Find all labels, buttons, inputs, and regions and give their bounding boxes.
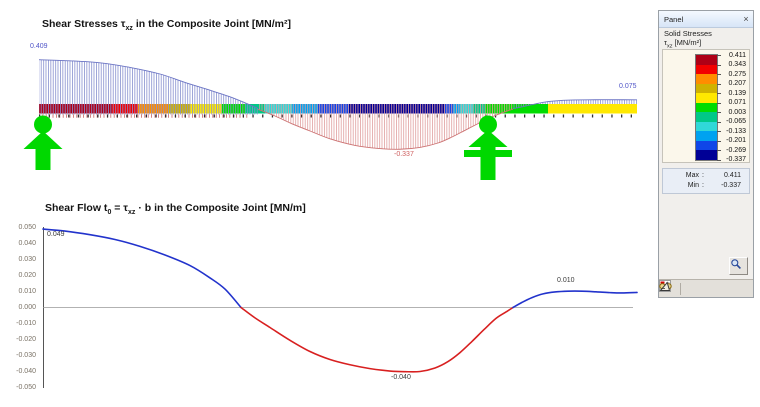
bottom-chart-title: Shear Flow t0 = τxz · b in the Composite… bbox=[45, 202, 306, 217]
legend-tick bbox=[717, 159, 721, 161]
legend-value: 0.139 bbox=[728, 89, 746, 97]
result-unit-label: τxz [MN/m²] bbox=[664, 38, 702, 50]
legend-tick bbox=[717, 121, 721, 123]
blue-hatch-region bbox=[513, 99, 637, 109]
y-axis-tick-label: -0.050 bbox=[16, 383, 36, 391]
legend-color-band bbox=[696, 64, 717, 74]
joint-stress-band bbox=[548, 104, 637, 114]
y-axis-tick-label: 0.030 bbox=[18, 255, 36, 263]
max-row: Max:0.411 bbox=[685, 172, 741, 179]
legend-value: 0.071 bbox=[728, 99, 746, 106]
close-icon[interactable]: × bbox=[743, 14, 749, 24]
y-axis-tick-label: -0.020 bbox=[16, 335, 36, 343]
legend-value: 0.275 bbox=[728, 70, 746, 78]
legend-tick bbox=[717, 140, 721, 142]
support-icon bbox=[480, 146, 496, 180]
y-axis-tick-label: 0.000 bbox=[18, 303, 36, 311]
value-label: 0.010 bbox=[557, 277, 575, 284]
result-type-label: Solid Stresses bbox=[664, 29, 712, 38]
flow-diagram-canvas bbox=[42, 227, 638, 388]
joint-stress-band bbox=[485, 104, 548, 114]
legend-tick bbox=[717, 150, 721, 151]
legend-color-band bbox=[696, 140, 717, 150]
value-label: 0.075 bbox=[619, 83, 637, 90]
envelope-line bbox=[38, 59, 259, 109]
envelope-line bbox=[512, 99, 638, 110]
value-label: -0.040 bbox=[391, 374, 411, 381]
legend-tick bbox=[717, 64, 721, 66]
top-chart-title: Shear Stresses τxz in the Composite Join… bbox=[42, 18, 291, 33]
legend-color-band bbox=[696, 121, 717, 131]
stress-diagram-canvas bbox=[23, 59, 638, 180]
support-icon bbox=[35, 148, 51, 170]
legend-value: 0.207 bbox=[728, 80, 746, 87]
y-axis-tick-label: 0.050 bbox=[18, 223, 36, 231]
panel-zoom-button[interactable] bbox=[729, 257, 748, 275]
flow-curve-segment bbox=[240, 306, 514, 373]
legend-color-band bbox=[696, 150, 717, 160]
y-axis-tick-label: 0.020 bbox=[18, 271, 36, 279]
y-axis-tick-label: -0.030 bbox=[16, 351, 36, 359]
legend-value: 0.343 bbox=[728, 61, 746, 68]
legend-tick bbox=[717, 102, 721, 104]
flow-curve-segment bbox=[42, 228, 242, 309]
legend-color-band bbox=[696, 83, 717, 93]
legend-tick bbox=[717, 74, 721, 75]
support-icon bbox=[468, 130, 508, 147]
value-label: -0.337 bbox=[394, 151, 414, 158]
legend-value: -0.337 bbox=[726, 156, 746, 163]
panel-toolbar bbox=[659, 279, 753, 297]
flow-curve-segment bbox=[512, 290, 638, 309]
legend-tick bbox=[717, 131, 721, 132]
color-scale-box: 0.411 0.343 0.275 0.207 0.139 0.071 0.003 -0.06… bbox=[662, 49, 750, 163]
angle-icon[interactable] bbox=[659, 281, 717, 295]
legend-color-band bbox=[696, 131, 717, 141]
y-axis-tick-label: 0.040 bbox=[18, 239, 36, 247]
legend-value: -0.065 bbox=[726, 118, 746, 125]
results-panel: Panel × Solid Stresses τxz [MN/m²] 0.411… bbox=[658, 10, 754, 298]
panel-title: Panel bbox=[664, 14, 684, 24]
support-icon bbox=[23, 131, 63, 149]
legend-color-band bbox=[696, 102, 717, 112]
legend-value: -0.201 bbox=[726, 137, 746, 144]
legend-tick bbox=[717, 83, 721, 85]
panel-section-title: Solid Stresses τxz [MN/m²] bbox=[664, 29, 712, 52]
legend-color-band bbox=[696, 74, 717, 84]
support-icon bbox=[479, 115, 497, 134]
glasses-icon[interactable] bbox=[659, 282, 699, 295]
legend-value: -0.269 bbox=[726, 146, 746, 154]
blue-hatch-region bbox=[39, 59, 258, 115]
value-label: 0.409 bbox=[30, 43, 48, 50]
legend-tick bbox=[717, 112, 721, 113]
support-icon bbox=[34, 115, 52, 134]
legend-color-band bbox=[696, 55, 717, 65]
legend-value: -0.133 bbox=[726, 127, 746, 135]
legend-color-bar bbox=[695, 54, 718, 161]
legend-value: 0.003 bbox=[728, 108, 746, 116]
legend-color-band bbox=[696, 93, 717, 103]
legend-tick bbox=[717, 55, 721, 56]
legend-value: 0.411 bbox=[729, 51, 746, 59]
y-axis-tick-label: 0.010 bbox=[18, 287, 36, 295]
y-axis-tick-label: -0.040 bbox=[16, 367, 36, 375]
stats-box: Max:0.411 Min: -0.337 bbox=[662, 168, 750, 194]
toolbar-separator bbox=[680, 282, 681, 295]
legend-tick bbox=[717, 93, 721, 94]
y-axis-tick-label: -0.010 bbox=[16, 319, 36, 327]
legend-color-band bbox=[696, 112, 717, 122]
panel-header[interactable]: Panel × bbox=[659, 11, 753, 28]
magnifier-icon bbox=[731, 259, 741, 269]
value-label: 0.049 bbox=[47, 231, 65, 238]
min-row: Min: -0.337 bbox=[687, 182, 741, 189]
